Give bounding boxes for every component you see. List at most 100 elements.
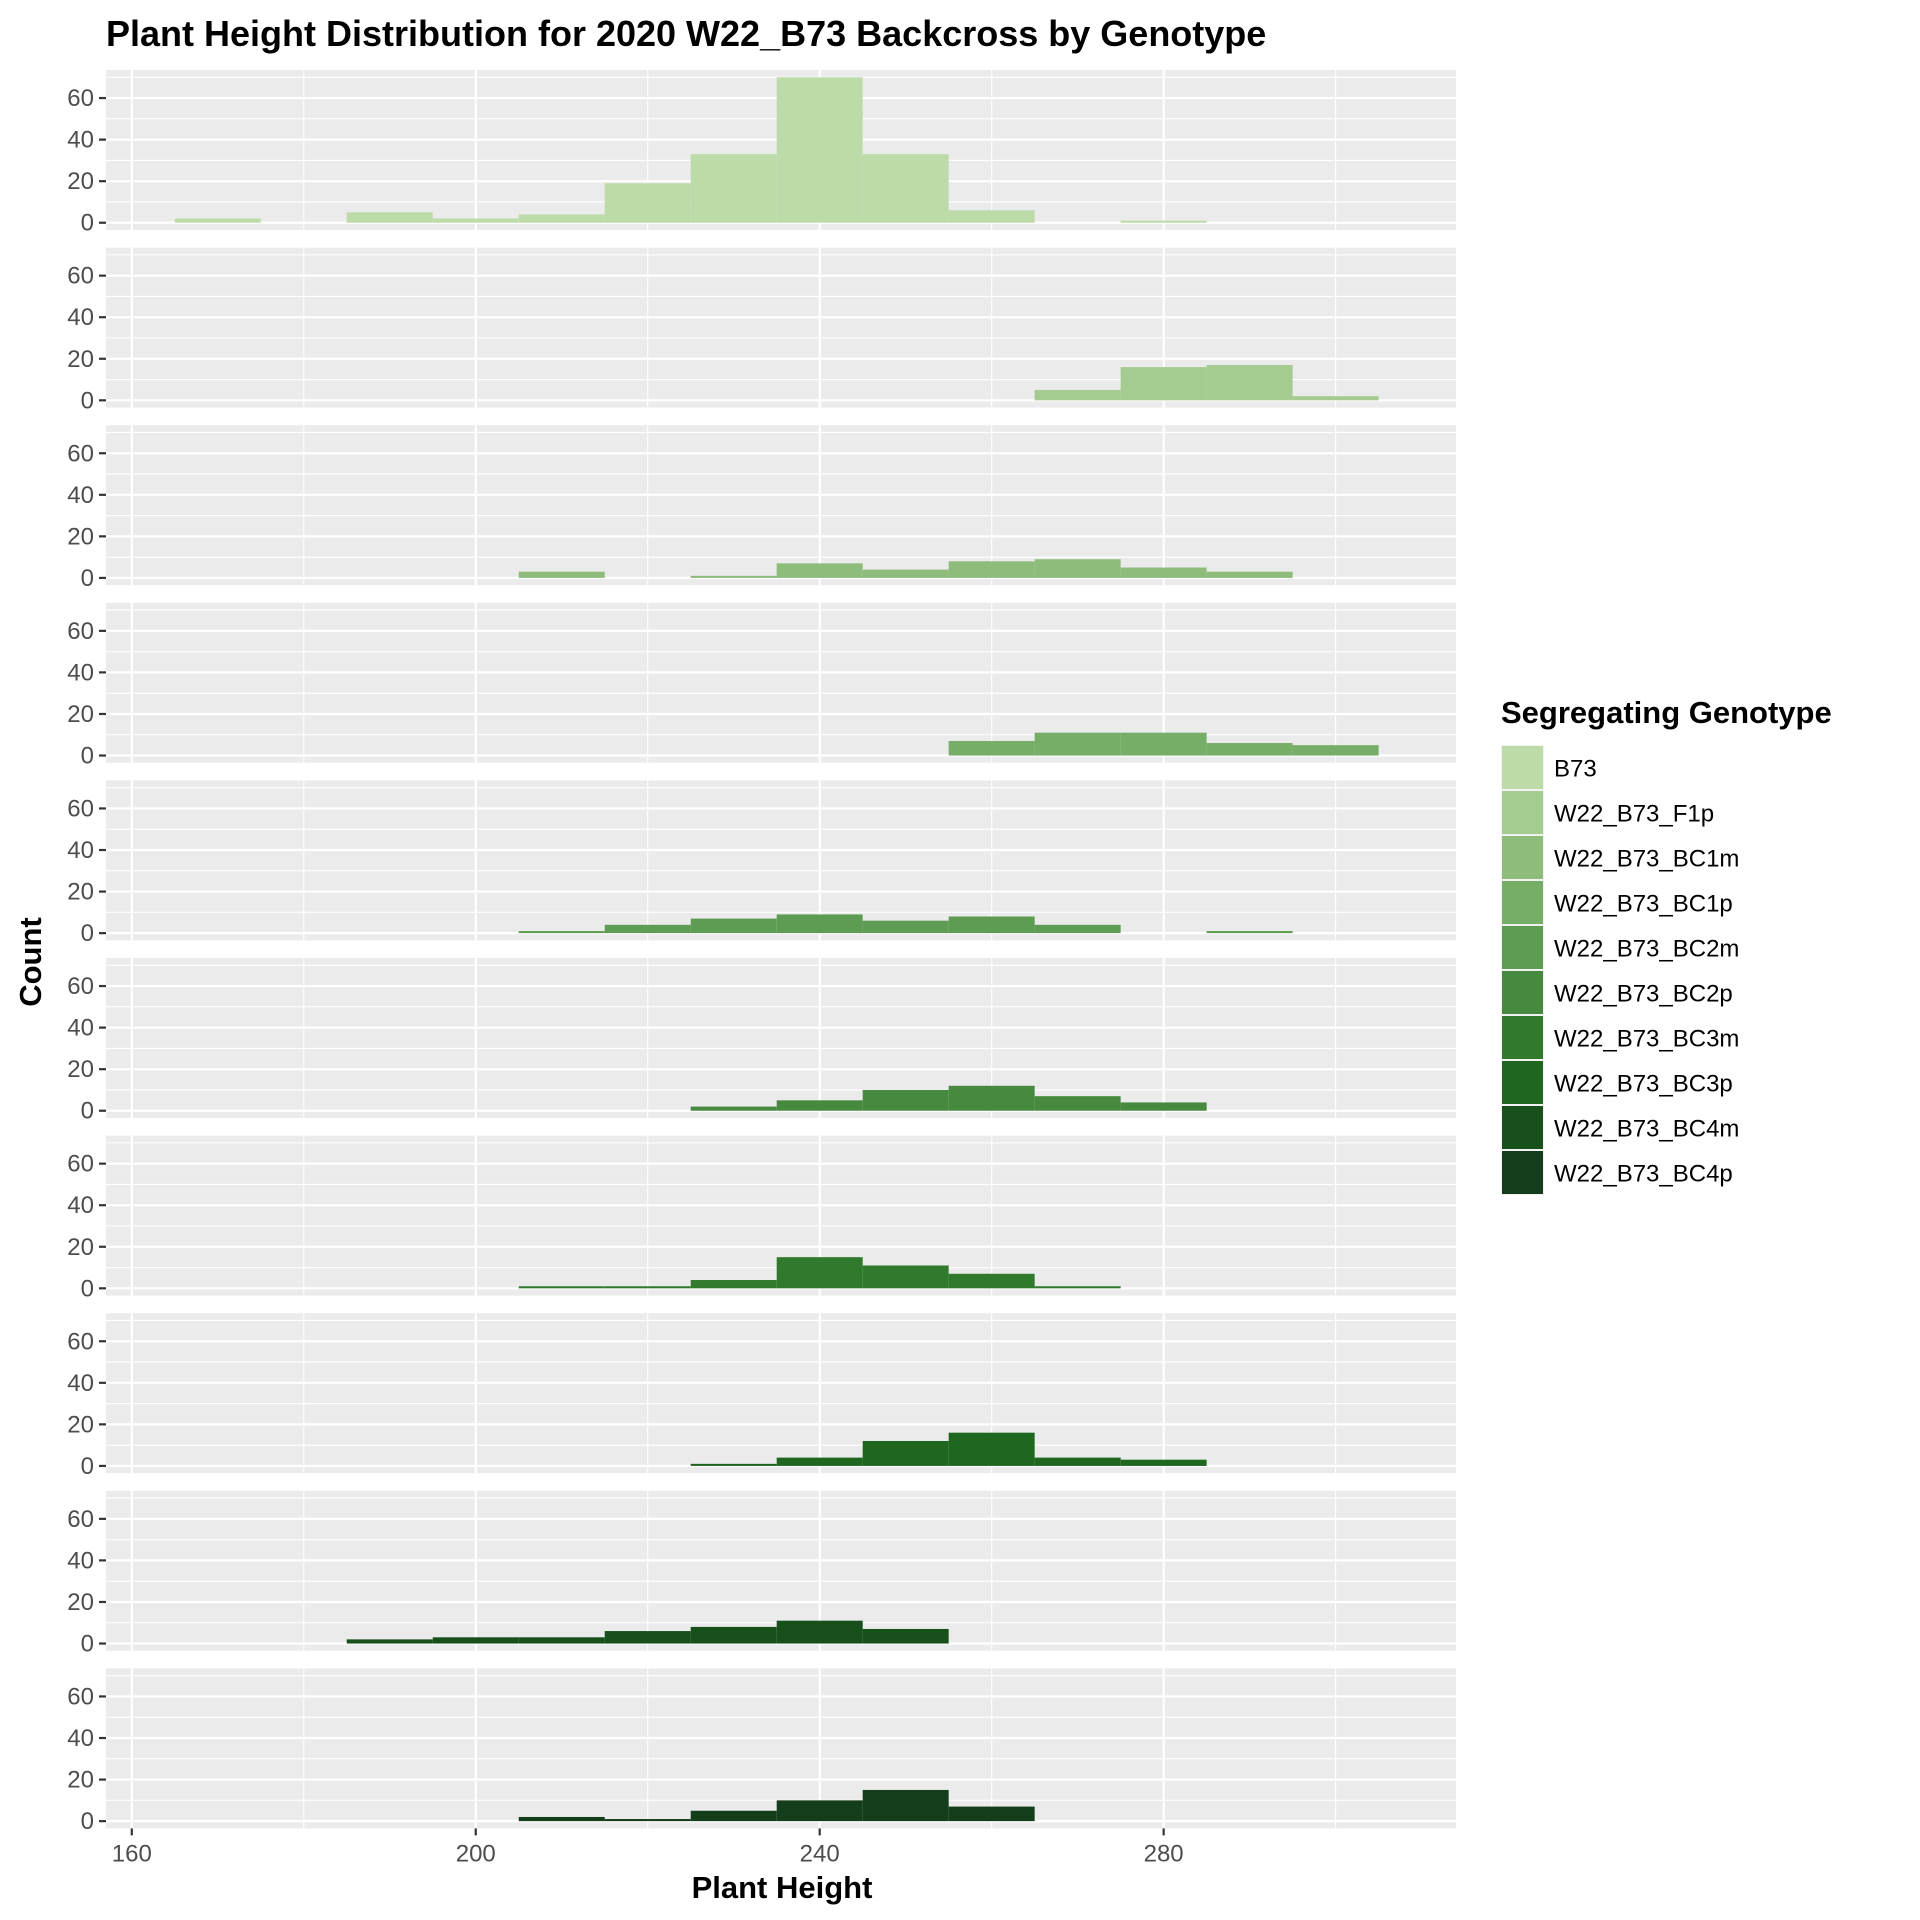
y-tick-label: 20 (67, 1234, 94, 1261)
legend: Segregating Genotype B73 W22_B73_F1p W22_B… (1501, 695, 1832, 1195)
legend-label: W22_B73_BC3p (1554, 1071, 1733, 1098)
y-tick-label: 0 (81, 920, 94, 947)
histogram-bar (948, 561, 1035, 578)
legend-item: W22_B73_BC3p (1501, 1060, 1733, 1105)
y-tick-label: 60 (67, 1151, 94, 1178)
y-tick-label: 0 (81, 1453, 94, 1480)
histogram-bar (776, 1457, 863, 1466)
histogram-bar (1034, 559, 1121, 578)
y-axis-title: Count (13, 917, 48, 1007)
y-tick-label: 0 (81, 1098, 94, 1125)
legend-items: B73 W22_B73_F1p W22_B73_BC1m W22_B73_BC1p W2… (1501, 745, 1739, 1195)
y-tick-label: 60 (67, 263, 94, 290)
histogram-bar (518, 1286, 605, 1289)
facet-panel: 0 20 40 60 (67, 70, 1456, 237)
histogram-bar (776, 1257, 863, 1289)
facet-panel: 0 20 40 60 (67, 247, 1456, 414)
facet-panel: 0 20 40 60 (67, 1668, 1456, 1835)
y-tick-label: 40 (67, 304, 94, 331)
facet-panel: 0 20 40 60 (67, 780, 1456, 947)
histogram-bar (776, 563, 863, 578)
histogram-bar (1120, 567, 1207, 578)
histogram-bar (862, 1265, 949, 1289)
y-tick-label: 0 (81, 743, 94, 770)
histogram-bar (862, 920, 949, 934)
y-tick-label: 60 (67, 1328, 94, 1355)
y-tick-label: 20 (67, 701, 94, 728)
histogram-bar (690, 154, 777, 223)
histogram-bar (1034, 1286, 1121, 1289)
histogram-bar (604, 1286, 691, 1289)
legend-swatch (1502, 881, 1543, 924)
legend-label: W22_B73_BC2p (1554, 981, 1733, 1008)
y-tick-label: 60 (67, 1506, 94, 1533)
histogram-bar (518, 931, 605, 934)
y-tick-label: 0 (81, 1808, 94, 1835)
histogram-bar (1034, 389, 1121, 401)
facet-panel: 0 20 40 60 (67, 958, 1456, 1125)
y-tick-label: 20 (67, 1411, 94, 1438)
panel-background (106, 958, 1456, 1118)
legend-item: W22_B73_BC2p (1501, 970, 1733, 1015)
histogram-bar (1120, 367, 1207, 401)
histogram-bar (518, 571, 605, 578)
histogram-bar (776, 1800, 863, 1822)
histogram-bar (690, 1106, 777, 1111)
legend-label: W22_B73_BC1m (1554, 846, 1739, 873)
y-tick-label: 60 (67, 440, 94, 467)
histogram-bar (690, 1810, 777, 1822)
histogram-bar (948, 1432, 1035, 1466)
histogram-bar (776, 77, 863, 223)
histogram-bar (690, 1626, 777, 1644)
histogram-bar (346, 1639, 433, 1644)
histogram-bar (1120, 220, 1207, 223)
panel-background (106, 425, 1456, 586)
histogram-bar (862, 1440, 949, 1466)
histogram-bar (1034, 924, 1121, 934)
histogram-bar (776, 914, 863, 934)
panel-background (106, 1313, 1456, 1474)
legend-item: B73 (1501, 745, 1597, 790)
y-tick-label: 40 (67, 1192, 94, 1219)
facet-panel: 0 20 40 60 (67, 1313, 1456, 1480)
histogram-bar (948, 916, 1035, 934)
legend-label: B73 (1554, 756, 1597, 783)
y-tick-label: 0 (81, 210, 94, 237)
x-tick-label: 200 (456, 1840, 496, 1867)
histogram-bar (948, 1273, 1035, 1289)
facet-panel: 0 20 40 60 (67, 1490, 1456, 1658)
y-tick-label: 60 (67, 618, 94, 645)
histogram-bar (948, 1806, 1035, 1822)
legend-swatch (1502, 791, 1543, 834)
legend-swatch (1502, 971, 1543, 1014)
facet-panel: 0 20 40 60 (67, 425, 1456, 592)
y-tick-label: 20 (67, 168, 94, 195)
histogram-bar (1120, 1102, 1207, 1111)
facet-panel: 0 20 40 60 (67, 602, 1456, 770)
y-tick-label: 40 (67, 837, 94, 864)
histogram-bar (1120, 732, 1207, 756)
y-tick-label: 0 (81, 387, 94, 414)
y-tick-label: 20 (67, 879, 94, 906)
histogram-bar (432, 1637, 519, 1644)
histogram-bar (432, 218, 519, 223)
legend-swatch (1502, 746, 1543, 789)
legend-item: W22_B73_BC1p (1501, 880, 1733, 925)
x-tick-label: 280 (1144, 1840, 1184, 1867)
histogram-bar (1206, 365, 1293, 401)
histogram-bar (690, 575, 777, 578)
legend-item: W22_B73_BC4p (1501, 1150, 1733, 1195)
x-tick-label: 240 (800, 1840, 840, 1867)
y-tick-label: 40 (67, 1370, 94, 1397)
legend-title: Segregating Genotype (1501, 695, 1832, 730)
legend-swatch (1502, 1016, 1543, 1059)
legend-label: W22_B73_BC4m (1554, 1116, 1739, 1143)
x-axis: 160 200 240 280 (112, 1828, 1184, 1867)
y-tick-label: 40 (67, 1547, 94, 1574)
y-tick-label: 0 (81, 1631, 94, 1658)
x-axis-title: Plant Height (692, 1870, 873, 1905)
histogram-bar (776, 1620, 863, 1644)
histogram-bar (174, 218, 261, 223)
histogram-bar (1120, 1459, 1207, 1466)
